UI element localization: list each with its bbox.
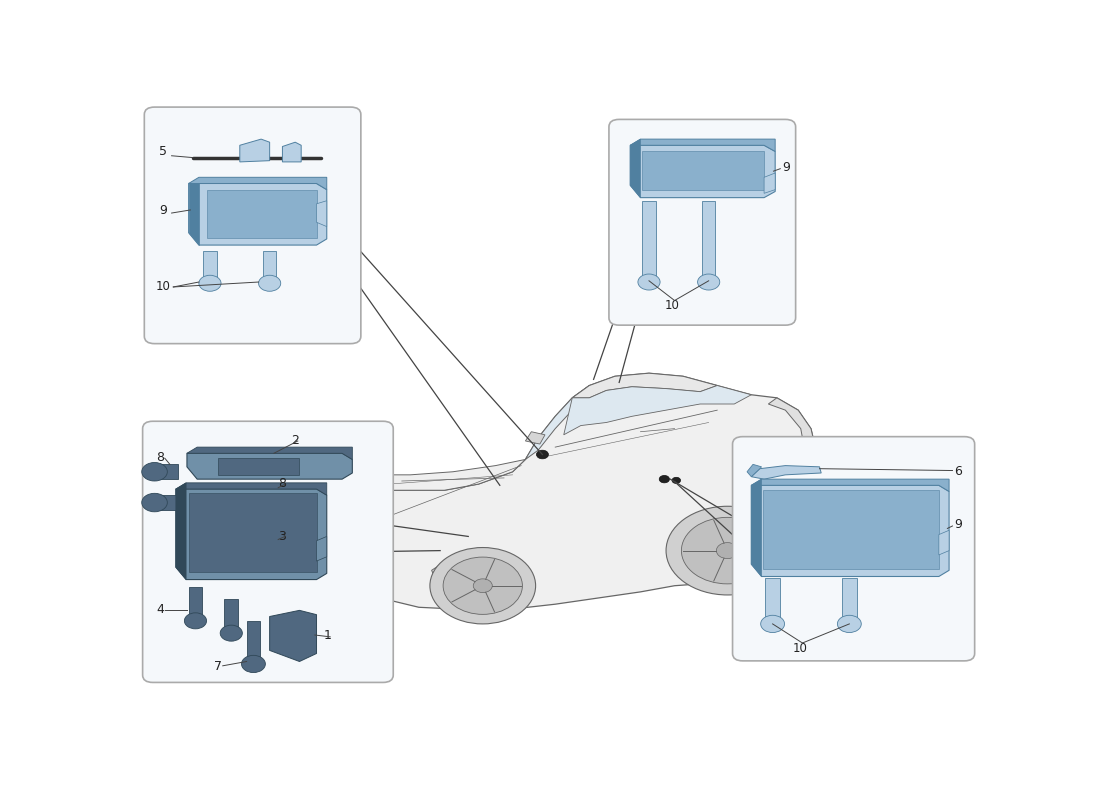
Polygon shape xyxy=(240,139,270,162)
Text: 10: 10 xyxy=(792,642,807,654)
Polygon shape xyxy=(154,464,178,479)
Polygon shape xyxy=(317,201,327,226)
Polygon shape xyxy=(764,173,776,194)
Polygon shape xyxy=(176,483,327,495)
Text: 9: 9 xyxy=(954,518,962,531)
Text: 4: 4 xyxy=(156,603,164,617)
Circle shape xyxy=(837,615,861,633)
Polygon shape xyxy=(187,447,352,459)
Polygon shape xyxy=(317,537,327,561)
Circle shape xyxy=(199,275,221,291)
Circle shape xyxy=(666,506,789,595)
Text: 8: 8 xyxy=(278,477,286,490)
Polygon shape xyxy=(768,398,820,552)
Text: 1: 1 xyxy=(323,630,331,642)
Polygon shape xyxy=(938,530,949,555)
Polygon shape xyxy=(751,479,761,577)
Text: la passion
from 1985: la passion from 1985 xyxy=(586,485,746,545)
Polygon shape xyxy=(363,502,385,567)
Polygon shape xyxy=(224,599,238,633)
Polygon shape xyxy=(189,183,199,245)
Polygon shape xyxy=(246,621,261,664)
Polygon shape xyxy=(526,386,598,459)
Polygon shape xyxy=(702,201,715,281)
Polygon shape xyxy=(642,151,764,190)
Polygon shape xyxy=(359,459,526,592)
Polygon shape xyxy=(270,610,317,662)
FancyBboxPatch shape xyxy=(609,119,795,325)
Polygon shape xyxy=(361,490,389,592)
Circle shape xyxy=(220,625,242,641)
Circle shape xyxy=(142,494,167,512)
Text: 9: 9 xyxy=(782,161,790,174)
FancyBboxPatch shape xyxy=(143,422,394,682)
Polygon shape xyxy=(204,251,217,282)
Polygon shape xyxy=(751,486,949,577)
Circle shape xyxy=(697,274,719,290)
Polygon shape xyxy=(842,578,857,622)
Polygon shape xyxy=(526,432,544,444)
Polygon shape xyxy=(642,201,656,281)
Polygon shape xyxy=(751,479,949,491)
Polygon shape xyxy=(563,386,751,435)
Text: 10: 10 xyxy=(664,298,679,311)
Polygon shape xyxy=(630,139,640,198)
Polygon shape xyxy=(763,490,938,569)
Circle shape xyxy=(443,557,522,614)
Text: 9: 9 xyxy=(160,204,167,218)
Polygon shape xyxy=(263,251,276,282)
Circle shape xyxy=(142,462,167,481)
Circle shape xyxy=(537,450,549,459)
Polygon shape xyxy=(283,142,301,162)
Polygon shape xyxy=(683,512,781,584)
Polygon shape xyxy=(630,146,776,198)
Polygon shape xyxy=(361,373,820,612)
Polygon shape xyxy=(189,183,327,245)
Text: 10: 10 xyxy=(155,280,170,293)
FancyBboxPatch shape xyxy=(144,107,361,344)
Polygon shape xyxy=(154,495,178,510)
Polygon shape xyxy=(208,190,317,238)
Polygon shape xyxy=(747,464,761,477)
Polygon shape xyxy=(187,454,352,479)
Text: 3: 3 xyxy=(278,530,286,542)
Polygon shape xyxy=(189,494,317,571)
Circle shape xyxy=(473,579,493,593)
Circle shape xyxy=(430,547,536,624)
Polygon shape xyxy=(189,587,202,621)
Polygon shape xyxy=(764,578,780,622)
Polygon shape xyxy=(751,466,822,479)
Text: 2: 2 xyxy=(290,434,299,447)
Polygon shape xyxy=(189,178,327,190)
Polygon shape xyxy=(219,458,299,475)
Polygon shape xyxy=(176,489,327,579)
Polygon shape xyxy=(630,139,776,151)
Text: 5: 5 xyxy=(160,145,167,158)
Polygon shape xyxy=(572,373,717,398)
Circle shape xyxy=(258,275,280,291)
Circle shape xyxy=(185,613,207,629)
Circle shape xyxy=(638,274,660,290)
Circle shape xyxy=(716,542,738,558)
Circle shape xyxy=(659,475,670,483)
Text: 6: 6 xyxy=(954,465,962,478)
Text: 8: 8 xyxy=(156,450,164,464)
Text: 7: 7 xyxy=(214,660,222,673)
Circle shape xyxy=(681,518,773,584)
Polygon shape xyxy=(176,483,186,579)
Circle shape xyxy=(242,655,265,673)
Polygon shape xyxy=(431,555,530,612)
Circle shape xyxy=(672,478,681,483)
FancyBboxPatch shape xyxy=(733,437,975,661)
Circle shape xyxy=(761,615,784,633)
